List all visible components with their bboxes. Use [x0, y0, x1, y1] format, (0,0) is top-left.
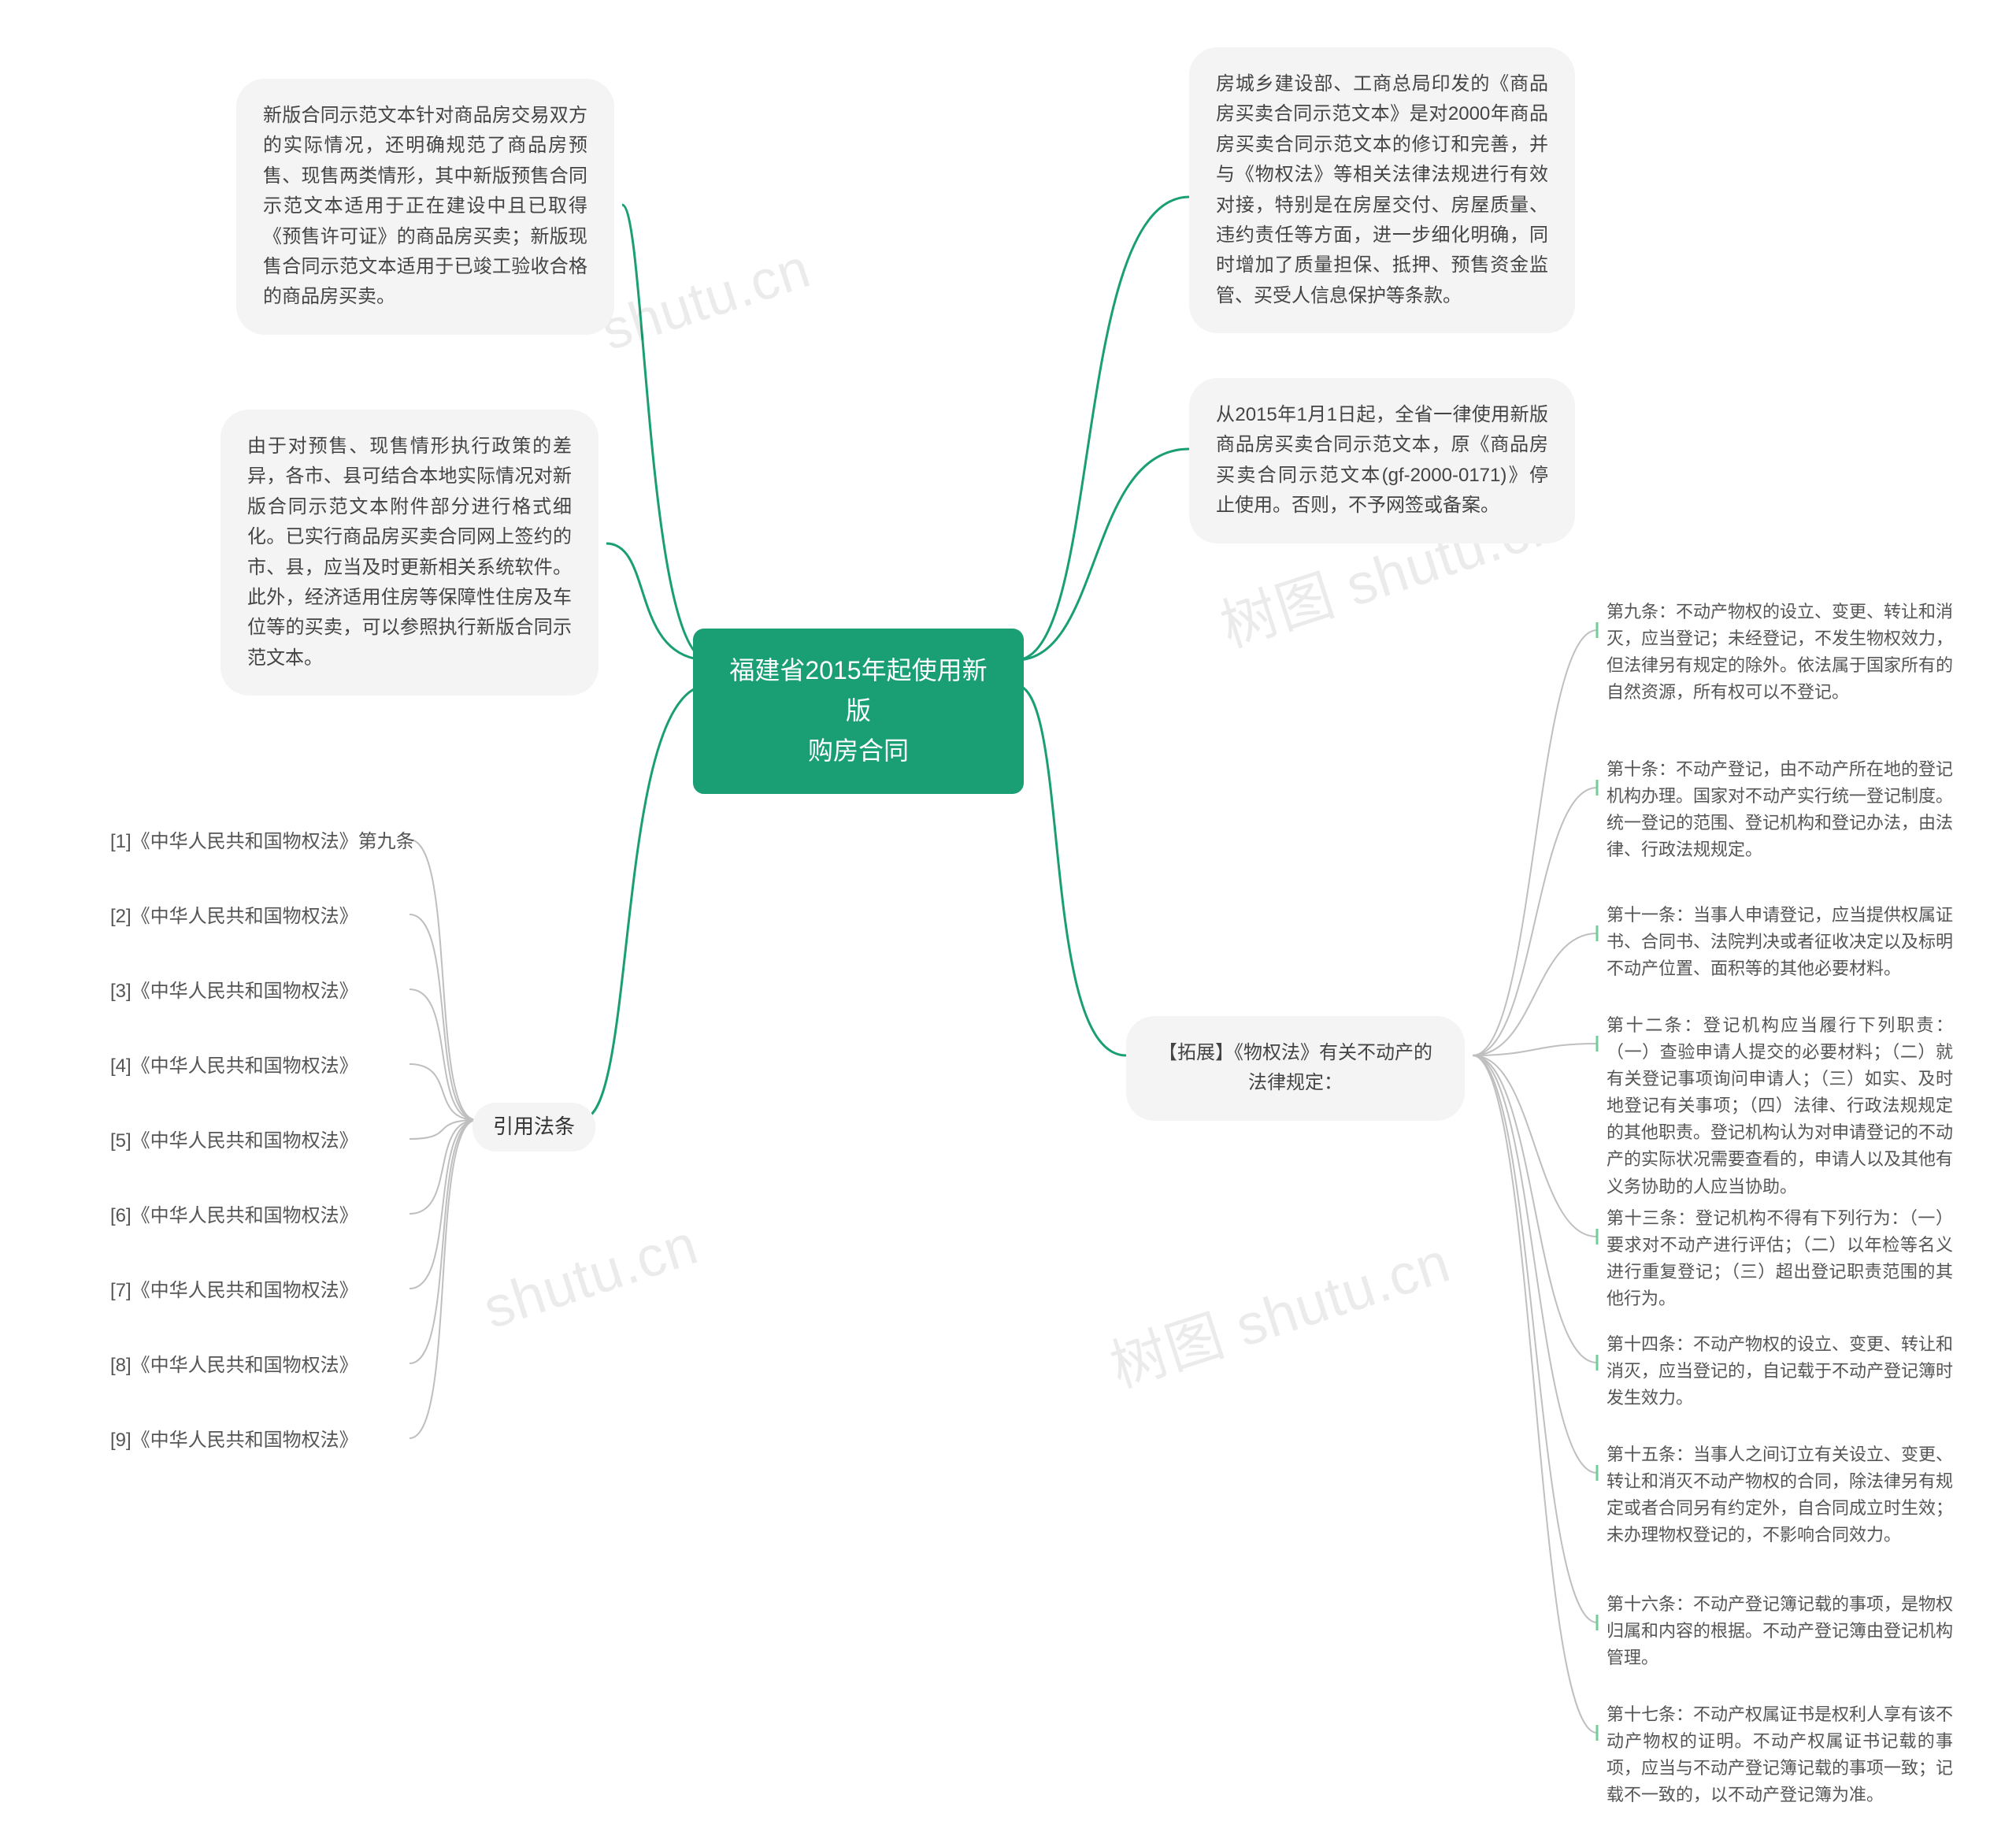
article-leaf[interactable]: 第十五条：当事人之间订立有关设立、变更、转让和消灭不动产物权的合同，除法律另有规… [1606, 1441, 1953, 1549]
laws-label[interactable]: 引用法条 [472, 1103, 595, 1152]
law-item[interactable]: [3]《中华人民共和国物权法》 [110, 977, 358, 1007]
law-item[interactable]: [9]《中华人民共和国物权法》 [110, 1426, 358, 1456]
bubble-top-left[interactable]: 新版合同示范文本针对商品房交易双方的实际情况，还明确规范了商品房预售、现售两类情… [236, 79, 614, 335]
article-leaf[interactable]: 第十条：不动产登记，由不动产所在地的登记机构办理。国家对不动产实行统一登记制度。… [1606, 756, 1953, 863]
center-node[interactable]: 福建省2015年起使用新版 购房合同 [693, 629, 1024, 794]
watermark-4: 树图 shutu.cn [1099, 1215, 1459, 1403]
article-leaf[interactable]: 第九条：不动产物权的设立、变更、转让和消灭，应当登记；未经登记，不发生物权效力，… [1606, 599, 1953, 706]
bubble-mid-right[interactable]: 从2015年1月1日起，全省一律使用新版商品房买卖合同示范文本，原《商品房买卖合… [1189, 378, 1575, 543]
law-item[interactable]: [7]《中华人民共和国物权法》 [110, 1276, 358, 1306]
law-item[interactable]: [1]《中华人民共和国物权法》第九条 [110, 827, 415, 857]
bubble-top-right[interactable]: 房城乡建设部、工商总局印发的《商品房买卖合同示范文本》是对2000年商品房买卖合… [1189, 47, 1575, 333]
bubble-mid-left[interactable]: 由于对预售、现售情形执行政策的差异，各市、县可结合本地实际情况对新版合同示范文本… [220, 410, 598, 695]
law-item[interactable]: [8]《中华人民共和国物权法》 [110, 1351, 358, 1381]
article-leaf[interactable]: 第十一条：当事人申请登记，应当提供权属证书、合同书、法院判决或者征收决定以及标明… [1606, 902, 1953, 982]
watermark-1: shutu.cn [594, 236, 817, 362]
watermark-3: shutu.cn [476, 1212, 706, 1342]
law-item[interactable]: [2]《中华人民共和国物权法》 [110, 902, 358, 932]
law-item[interactable]: [6]《中华人民共和国物权法》 [110, 1201, 358, 1231]
center-line1: 福建省2015年起使用新版 [721, 651, 995, 731]
law-item[interactable]: [5]《中华人民共和国物权法》 [110, 1126, 358, 1156]
ext-bubble[interactable]: 【拓展】《物权法》有关不动产的法律规定： [1126, 1016, 1465, 1121]
article-leaf[interactable]: 第十四条：不动产物权的设立、变更、转让和消灭，应当登记的，自记载于不动产登记簿时… [1606, 1331, 1953, 1411]
article-leaf[interactable]: 第十三条：登记机构不得有下列行为：（一）要求对不动产进行评估；（二）以年检等名义… [1606, 1205, 1953, 1312]
law-item[interactable]: [4]《中华人民共和国物权法》 [110, 1052, 358, 1081]
center-line2: 购房合同 [721, 731, 995, 771]
article-leaf[interactable]: 第十二条：登记机构应当履行下列职责：（一）查验申请人提交的必要材料；（二）就有关… [1606, 1012, 1953, 1200]
article-leaf[interactable]: 第十七条：不动产权属证书是权利人享有该不动产物权的证明。不动产权属证书记载的事项… [1606, 1701, 1953, 1808]
article-leaf[interactable]: 第十六条：不动产登记簿记载的事项，是物权归属和内容的根据。不动产登记簿由登记机构… [1606, 1591, 1953, 1671]
